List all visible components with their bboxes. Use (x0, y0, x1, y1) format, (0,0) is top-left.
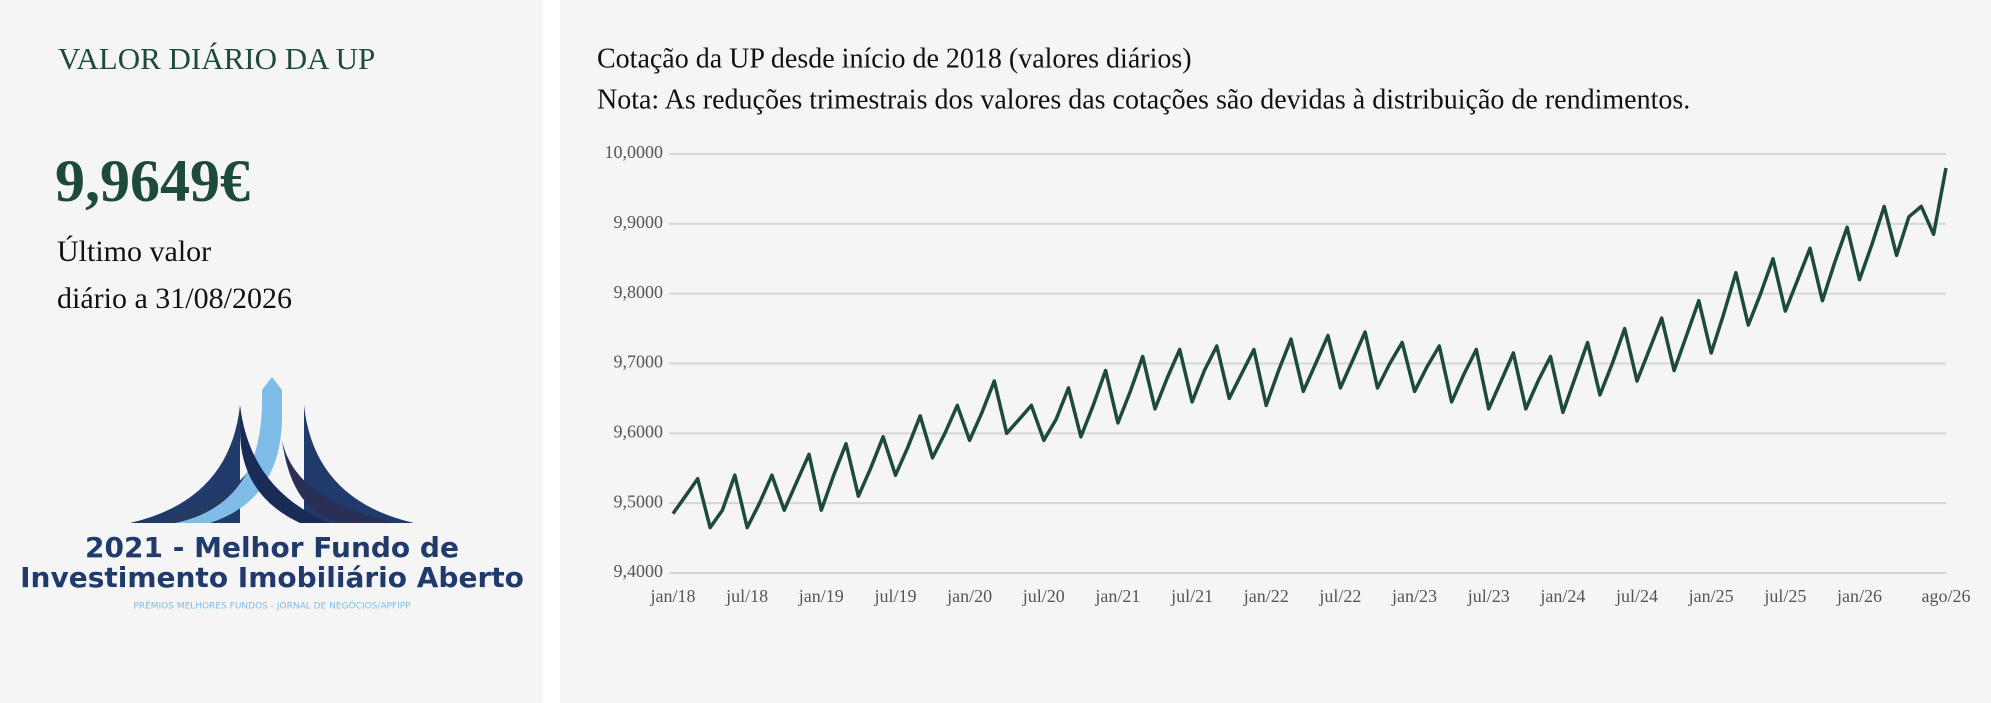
x-tick-label: jan/26 (1836, 586, 1882, 606)
latest-value: 9,9649€ (55, 148, 250, 214)
award-line: 2021 - Melhor Fundo de (85, 531, 459, 564)
y-tick-label: 10,0000 (605, 142, 664, 162)
x-tick-label: ago/26 (1922, 586, 1971, 606)
x-tick-label: jul/25 (1763, 586, 1806, 606)
value-label: diário a 31/08/2026 (57, 282, 292, 315)
value-label: Último valor (57, 235, 211, 268)
x-tick-label: jul/19 (873, 586, 916, 606)
y-tick-label: 9,4000 (614, 561, 664, 581)
x-tick-label: jan/25 (1688, 586, 1734, 606)
x-tick-label: jan/20 (946, 586, 992, 606)
y-tick-label: 9,6000 (614, 421, 664, 441)
right-panel (560, 0, 1991, 703)
x-tick-label: jul/22 (1318, 586, 1361, 606)
panel-title: VALOR DIÁRIO DA UP (58, 41, 375, 76)
chart-title: Cotação da UP desde início de 2018 (valo… (597, 43, 1192, 74)
x-tick-label: jul/21 (1170, 586, 1213, 606)
y-tick-label: 9,8000 (614, 282, 664, 302)
award-logo (130, 377, 414, 523)
x-tick-label: jan/19 (798, 586, 844, 606)
chart-subtitle: Nota: As reduções trimestrais dos valore… (597, 84, 1690, 115)
x-tick-label: jan/24 (1539, 586, 1585, 606)
y-tick-label: 9,7000 (614, 352, 664, 372)
price-line (671, 167, 1948, 530)
award-line: Investimento Imobiliário Aberto (20, 561, 524, 594)
x-tick-label: jan/23 (1391, 586, 1437, 606)
x-tick-label: jul/23 (1467, 586, 1510, 606)
x-tick-label: jan/21 (1094, 586, 1140, 606)
award-source: PRÉMIOS MELHORES FUNDOS - JORNAL DE NEGÓ… (133, 600, 411, 612)
y-tick-label: 9,5000 (614, 491, 664, 511)
x-tick-label: jul/24 (1615, 586, 1658, 606)
x-tick-label: jul/18 (725, 586, 768, 606)
x-tick-label: jan/22 (1243, 586, 1289, 606)
y-tick-label: 9,9000 (614, 212, 664, 232)
x-tick-label: jul/20 (1022, 586, 1065, 606)
left-panel (0, 0, 543, 703)
x-tick-label: jan/18 (650, 586, 696, 606)
